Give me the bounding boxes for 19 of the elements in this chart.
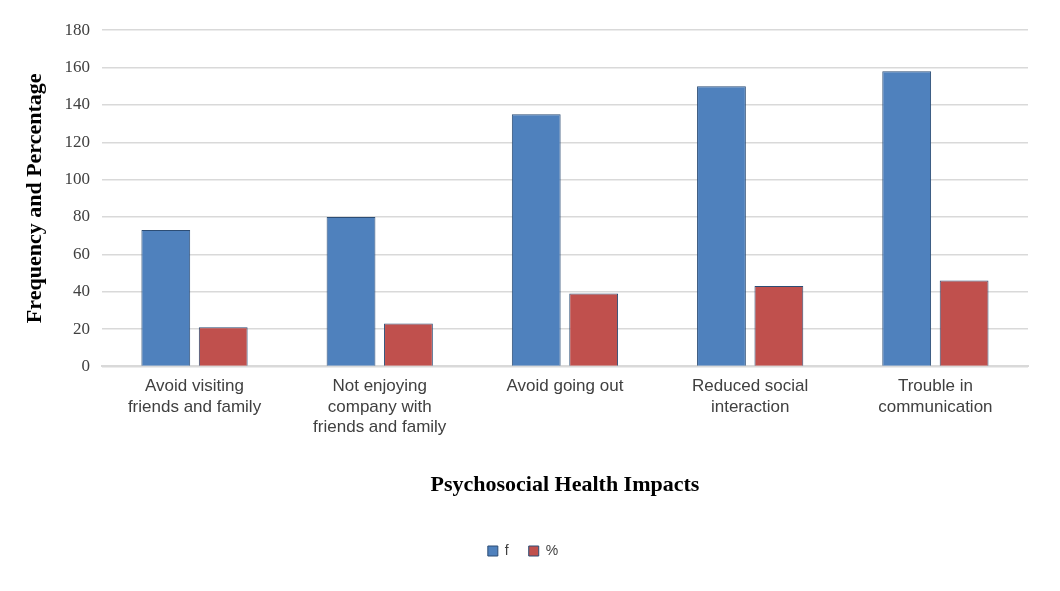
y-tick-label: 80 <box>72 206 90 226</box>
x-axis-title: Psychosocial Health Impacts <box>430 471 700 497</box>
y-tick-label: 60 <box>72 243 90 263</box>
y-tick-label: 160 <box>64 57 90 77</box>
y-tick-label: 120 <box>64 131 90 151</box>
x-tick-label: Trouble in communication <box>878 376 993 416</box>
y-tick-label: 140 <box>64 94 90 114</box>
y-tick-label: 40 <box>72 281 90 301</box>
y-tick-label: 20 <box>72 318 90 338</box>
x-tick-label: Reduced social interaction <box>692 376 809 416</box>
x-tick-label: Not enjoying company with friends and family <box>313 376 447 437</box>
x-tick-label: Avoid going out <box>506 376 624 396</box>
y-tick-label: 100 <box>64 169 90 189</box>
legend-label: f <box>504 541 509 558</box>
x-tick-label: Avoid visiting friends and family <box>127 376 262 416</box>
y-tick-label: 180 <box>64 19 90 39</box>
legend-label: % <box>545 541 559 558</box>
y-axis-title: Frequency and Percentage <box>20 73 46 324</box>
y-tick-label: 0 <box>81 355 90 375</box>
